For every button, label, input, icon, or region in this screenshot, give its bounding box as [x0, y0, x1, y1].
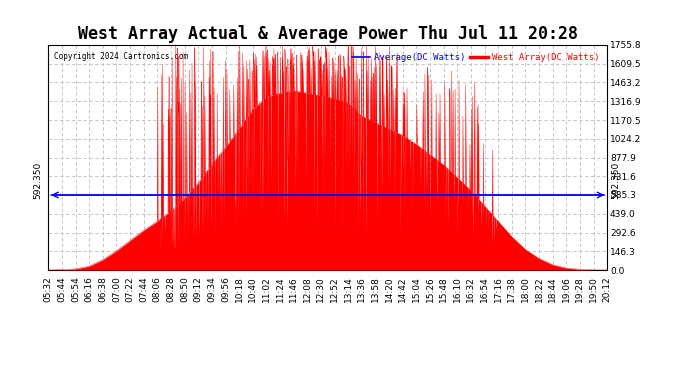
Text: 592.350: 592.350 [611, 161, 621, 199]
Text: Copyright 2024 Cartronics.com: Copyright 2024 Cartronics.com [54, 52, 188, 61]
Legend: Average(DC Watts), West Array(DC Watts): Average(DC Watts), West Array(DC Watts) [348, 50, 602, 66]
Title: West Array Actual & Average Power Thu Jul 11 20:28: West Array Actual & Average Power Thu Ju… [78, 26, 578, 44]
Text: 592.350: 592.350 [33, 161, 43, 199]
